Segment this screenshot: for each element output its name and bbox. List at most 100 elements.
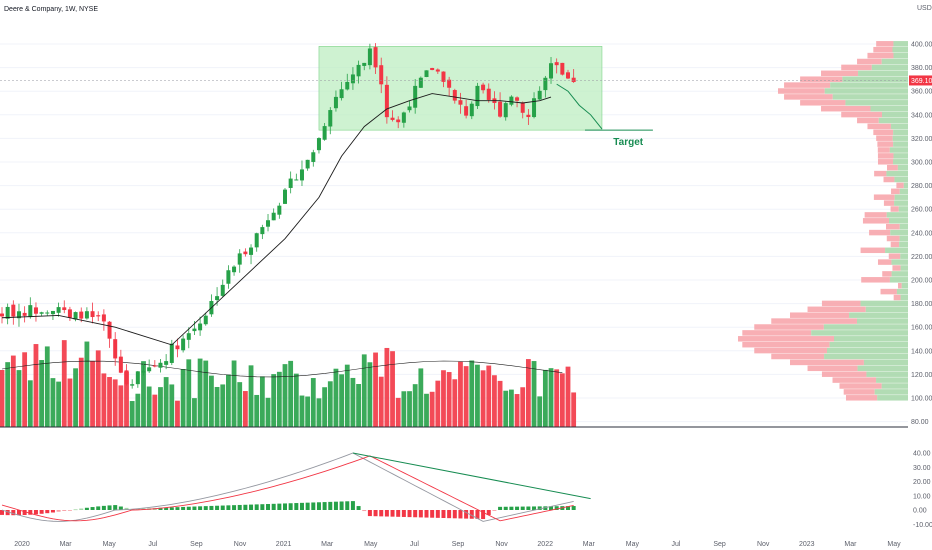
price-tick-label: 140.00 (911, 348, 932, 355)
candle-body (288, 178, 293, 188)
volume-bar (231, 360, 237, 427)
macd-histogram-bar (509, 506, 514, 510)
volume-profile-bar-sell (888, 253, 901, 259)
macd-histogram-bar (181, 506, 186, 510)
macd-histogram-bar (520, 506, 525, 510)
candle-body (322, 126, 327, 140)
volume-bar (90, 361, 95, 427)
candle-body (549, 63, 554, 79)
volume-profile-bar-sell (869, 229, 891, 236)
grid (0, 43, 908, 423)
candle-body (379, 65, 384, 85)
macd-histogram-bar (192, 506, 197, 510)
volume-bar (56, 381, 61, 427)
macd-histogram-bar (367, 510, 372, 517)
volume-bar (571, 392, 577, 427)
volume-bar (67, 378, 73, 427)
volume-bar (27, 380, 33, 427)
volume-bar (361, 354, 367, 427)
volume-bar (525, 359, 531, 427)
volume-profile-bar-sell (800, 76, 843, 82)
candle-body (113, 339, 118, 359)
candle-body (407, 106, 412, 111)
time-tick-label: May (364, 541, 378, 548)
macd-histogram-bar (373, 510, 378, 517)
volume-profile-bar-sell (843, 389, 875, 395)
volume-profile-bar-sell (897, 282, 902, 289)
price-tick-label: 280.00 (911, 183, 932, 190)
volume-profile-bar-sell (877, 153, 894, 159)
candle-body (192, 328, 197, 332)
volume-profile-bar-buy (877, 395, 908, 401)
volume-bar (22, 352, 28, 427)
candle-body (16, 311, 21, 319)
macd-histogram-bar (469, 510, 474, 519)
volume-profile-bar-sell (845, 395, 878, 401)
volume-bar (78, 357, 84, 427)
volume-bar (458, 361, 463, 427)
volume-profile-bar-buy (858, 70, 908, 77)
macd-histogram-bar (362, 510, 367, 512)
candle-body (215, 296, 220, 301)
volume-profile-bar-buy (899, 241, 908, 248)
volume-profile-bar-sell (821, 70, 859, 77)
time-tick-label: Sep (452, 541, 465, 548)
macd-histogram-bar (271, 503, 276, 510)
volume-bar (559, 373, 565, 427)
macd-histogram-bar (537, 506, 542, 510)
volume-profile-bar-buy (881, 383, 908, 389)
volume-bar (197, 358, 203, 427)
volume-profile-bar-sell (778, 88, 825, 94)
macd-histogram-bar (215, 505, 220, 510)
volume-profile-bar-buy (845, 100, 908, 106)
volume-bar (475, 364, 480, 427)
macd-histogram-bar (90, 507, 95, 510)
candle-body (107, 321, 112, 339)
macd-histogram-bar (345, 501, 350, 510)
candle-body (260, 227, 265, 235)
volume-profile (738, 41, 908, 401)
macd-histogram-bar (50, 510, 55, 513)
time-tick-label: Nov (495, 541, 508, 548)
volume-bar (112, 379, 118, 427)
candle-body (328, 110, 333, 127)
volume-profile-bar-sell (877, 159, 894, 165)
price-tick-label: 320.00 (911, 136, 932, 143)
candle-body (249, 247, 254, 255)
macd-histogram-bar (283, 503, 287, 510)
macd-histogram-bar (124, 507, 129, 510)
price-tick-label: 160.00 (911, 325, 932, 332)
candle-body (430, 67, 435, 71)
candle-body (571, 77, 576, 83)
time-tick-label: Mar (60, 541, 73, 548)
macd-histogram-bar (554, 506, 559, 510)
candle-body (401, 112, 406, 123)
volume-bar (129, 401, 135, 427)
time-tick-label: 2020 (14, 541, 30, 548)
time-tick-label: 2022 (537, 541, 553, 548)
volume-bar (333, 368, 339, 427)
volume-bar (565, 366, 571, 427)
price-tick-label: 260.00 (911, 207, 932, 214)
volume-bar (186, 359, 192, 427)
volume-profile-bar-buy (891, 259, 908, 265)
candle-body (390, 117, 395, 120)
volume-profile-bar-sell (771, 318, 857, 324)
candle-body (526, 114, 531, 118)
candle-body (50, 310, 55, 315)
macd-histogram-bar (339, 501, 344, 510)
volume-profile-bar-sell (771, 353, 825, 360)
candle-body (181, 338, 186, 351)
macd-histogram-bar (5, 510, 10, 516)
volume-bar (537, 396, 543, 427)
volume-profile-bar-buy (824, 88, 908, 94)
macd-histogram-bar (294, 503, 299, 510)
macd-tick-label: 30.00 (913, 465, 931, 472)
volume-profile-bar-buy (892, 46, 908, 53)
volume-profile-bar-sell (893, 294, 901, 301)
candle-body (226, 270, 231, 284)
volume-bar (463, 366, 469, 427)
volume-bar (446, 372, 452, 427)
price-tick-label: 400.00 (911, 42, 932, 49)
volume-profile-bar-buy (892, 135, 908, 141)
